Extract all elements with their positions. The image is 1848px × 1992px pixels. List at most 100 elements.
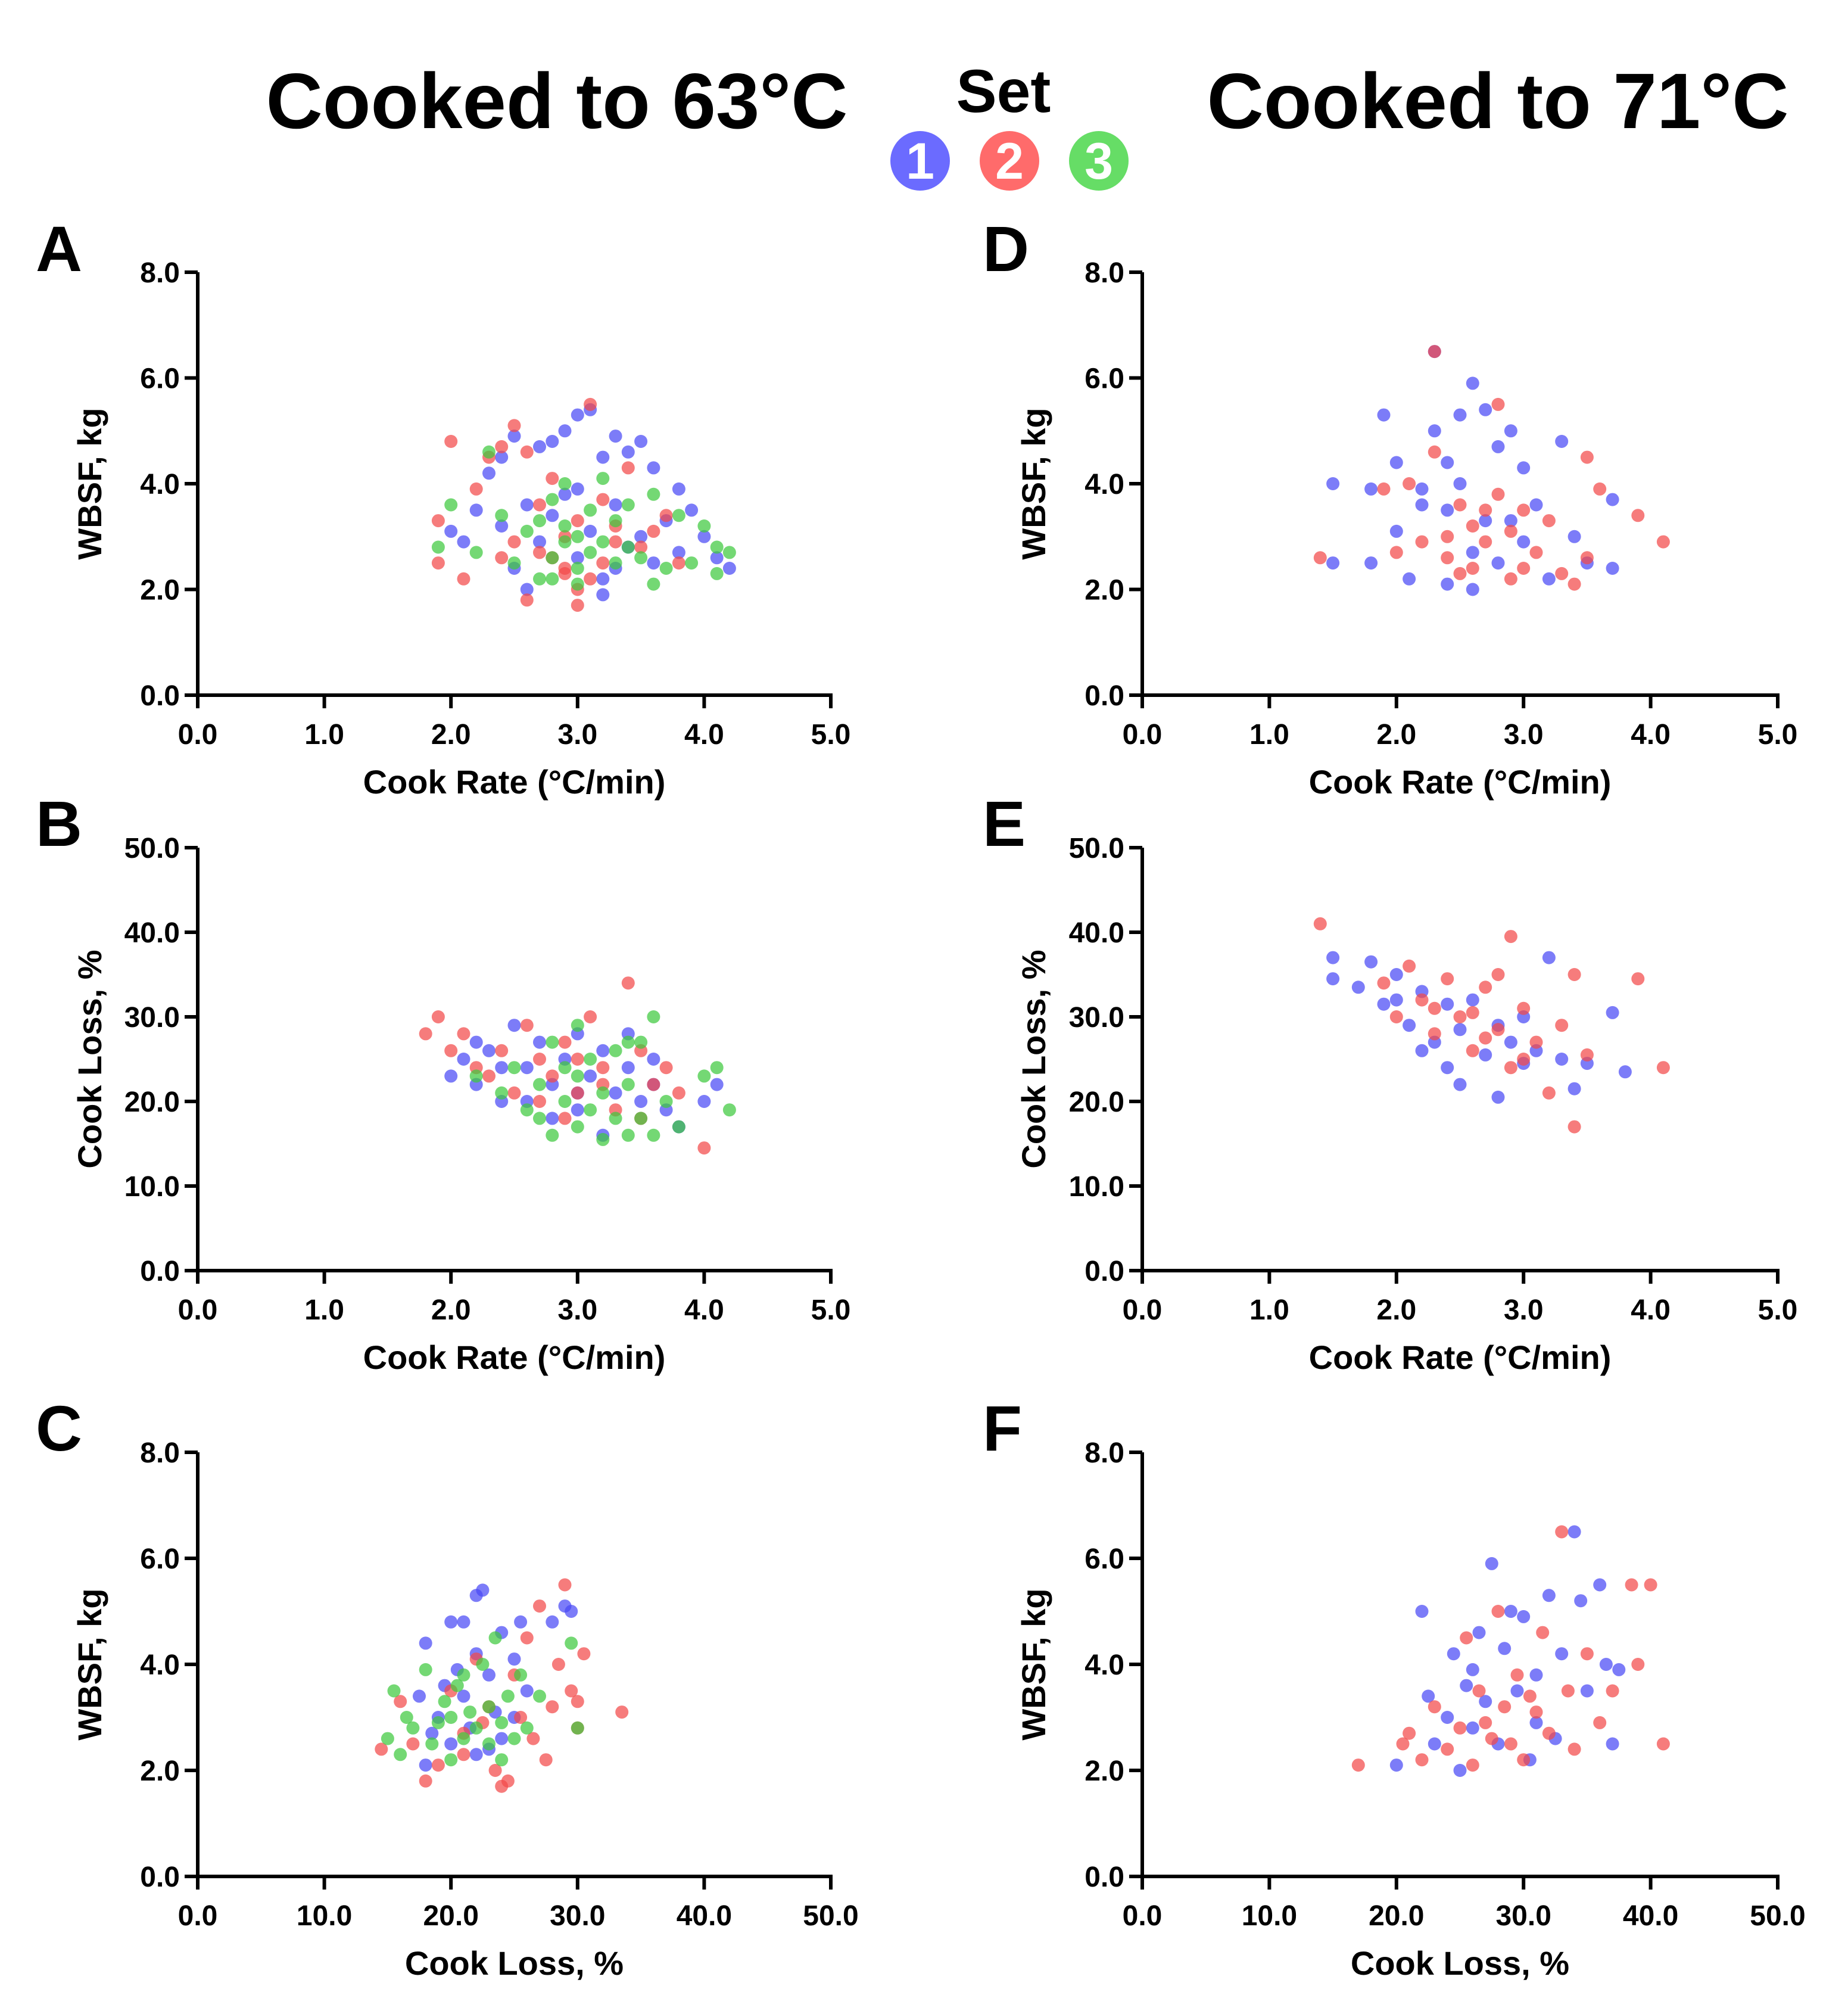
scatter-point bbox=[1377, 976, 1391, 990]
scatter-point bbox=[621, 445, 635, 459]
x-tick-label: 10.0 bbox=[1242, 1900, 1297, 1932]
scatter-point bbox=[596, 493, 610, 506]
scatter-point bbox=[1466, 583, 1479, 596]
scatter-point bbox=[488, 1764, 502, 1777]
scatter-point bbox=[1326, 477, 1340, 490]
scatter-point bbox=[520, 1061, 534, 1075]
scatter-point bbox=[1542, 951, 1556, 964]
scatter-point bbox=[634, 1112, 648, 1125]
scatter-point bbox=[1415, 498, 1429, 512]
y-axis-title: WBSF, kg bbox=[71, 1588, 108, 1740]
scatter-point bbox=[1403, 1726, 1416, 1740]
scatter-point bbox=[495, 440, 509, 453]
scatter-point bbox=[419, 1774, 432, 1788]
scatter-point bbox=[621, 540, 635, 554]
scatter-point bbox=[1606, 1006, 1619, 1019]
scatter-point bbox=[469, 1069, 483, 1083]
y-tick-label: 0.0 bbox=[1085, 680, 1124, 712]
scatter-point bbox=[1479, 514, 1492, 528]
scatter-point bbox=[609, 1112, 622, 1125]
scatter-point bbox=[1491, 440, 1505, 453]
scatter-point bbox=[533, 1599, 546, 1613]
scatter-point bbox=[533, 440, 546, 453]
scatter-point bbox=[558, 1578, 572, 1592]
x-tick-label: 5.0 bbox=[811, 1294, 851, 1326]
scatter-point bbox=[1491, 487, 1505, 501]
y-tick-label: 40.0 bbox=[1069, 917, 1124, 949]
x-tick-label: 20.0 bbox=[1369, 1900, 1424, 1932]
scatter-point bbox=[697, 530, 711, 543]
y-tick-label: 4.0 bbox=[1085, 469, 1124, 500]
scatter-point bbox=[520, 524, 534, 538]
scatter-point bbox=[546, 551, 559, 565]
legend-title: Set bbox=[956, 57, 1051, 125]
scatter-point bbox=[558, 1112, 572, 1125]
scatter-point bbox=[1479, 1031, 1492, 1045]
scatter-point bbox=[685, 503, 699, 517]
scatter-point bbox=[1656, 1061, 1670, 1075]
scatter-point bbox=[621, 1078, 635, 1091]
scatter-point bbox=[469, 503, 483, 517]
scatter-point bbox=[507, 556, 521, 570]
scatter-point bbox=[1479, 1716, 1492, 1729]
scatter-point bbox=[558, 477, 572, 490]
scatter-point bbox=[697, 1141, 711, 1155]
scatter-point bbox=[495, 551, 509, 565]
scatter-point bbox=[482, 1069, 495, 1083]
scatter-point bbox=[425, 1737, 439, 1751]
x-tick-label: 4.0 bbox=[684, 1294, 724, 1326]
scatter-point bbox=[1529, 1705, 1543, 1719]
x-tick-label: 20.0 bbox=[423, 1900, 478, 1932]
scatter-point bbox=[1510, 1684, 1524, 1698]
scatter-point bbox=[1542, 1086, 1556, 1100]
scatter-point bbox=[672, 482, 685, 496]
scatter-point bbox=[1625, 1578, 1638, 1592]
scatter-point bbox=[495, 1732, 509, 1745]
scatter-point bbox=[1555, 435, 1569, 448]
x-tick-label: 3.0 bbox=[557, 719, 597, 751]
x-tick-label: 30.0 bbox=[550, 1900, 605, 1932]
scatter-point bbox=[634, 1095, 648, 1108]
scatter-point bbox=[584, 1103, 597, 1117]
y-axis-title: WBSF, kg bbox=[71, 407, 108, 559]
scatter-point bbox=[533, 1053, 546, 1066]
scatter-point bbox=[596, 1061, 610, 1075]
x-tick-label: 1.0 bbox=[304, 1294, 344, 1326]
scatter-point bbox=[457, 1732, 470, 1745]
scatter-point bbox=[672, 556, 685, 570]
scatter-point bbox=[659, 509, 673, 522]
scatter-point bbox=[514, 1615, 528, 1629]
scatter-point bbox=[1377, 997, 1391, 1011]
scatter-point bbox=[571, 1695, 584, 1708]
scatter-point bbox=[533, 535, 546, 549]
panel-c: C 0.0 10.0 20.0 30.0 40.0 50.0 0.0 2.0 4.0 6.0 8.0 C… bbox=[36, 1392, 859, 1982]
data-points bbox=[431, 397, 736, 612]
data-points bbox=[375, 1578, 629, 1793]
scatter-point bbox=[419, 1758, 432, 1772]
scatter-point bbox=[1567, 1742, 1581, 1756]
scatter-point bbox=[457, 1615, 470, 1629]
scatter-point bbox=[571, 482, 584, 496]
x-tick-label: 4.0 bbox=[1631, 1294, 1671, 1326]
y-tick-label: 0.0 bbox=[140, 680, 180, 712]
scatter-point bbox=[394, 1748, 407, 1761]
scatter-point bbox=[609, 429, 622, 443]
y-tick-label: 6.0 bbox=[140, 1543, 180, 1575]
scatter-point bbox=[647, 487, 660, 501]
scatter-point bbox=[577, 1647, 591, 1661]
scatter-point bbox=[571, 1120, 584, 1134]
x-tick-label: 1.0 bbox=[1249, 719, 1289, 751]
scatter-point bbox=[634, 540, 648, 554]
scatter-point bbox=[444, 435, 458, 448]
panel-letter: A bbox=[36, 213, 82, 285]
y-tick-label: 6.0 bbox=[1085, 1543, 1124, 1575]
scatter-point bbox=[1326, 972, 1340, 986]
scatter-point bbox=[387, 1684, 401, 1698]
scatter-point bbox=[565, 1605, 578, 1618]
scatter-point bbox=[647, 1010, 660, 1023]
scatter-point bbox=[1351, 981, 1365, 994]
scatter-point bbox=[457, 1027, 470, 1041]
x-tick-label: 3.0 bbox=[1504, 719, 1544, 751]
y-tick-label: 0.0 bbox=[1085, 1862, 1124, 1893]
scatter-point bbox=[1491, 1023, 1505, 1037]
